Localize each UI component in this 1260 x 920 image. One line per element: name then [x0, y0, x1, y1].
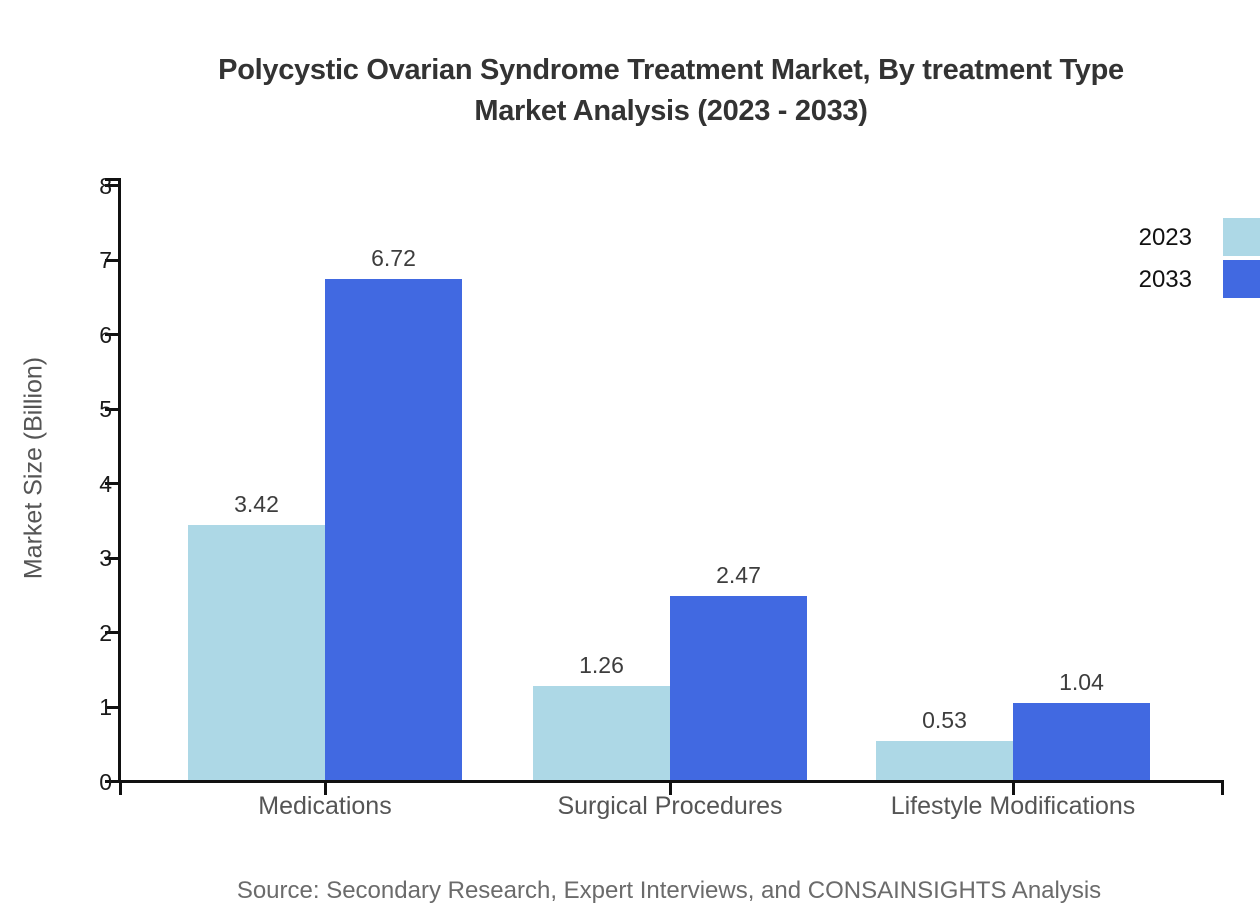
value-label: 6.72 — [371, 245, 416, 271]
legend-label-2023: 2023 — [1138, 224, 1192, 251]
y-tick — [105, 780, 118, 783]
y-tick-label: 0 — [99, 768, 112, 795]
chart-title-line1: Polycystic Ovarian Syndrome Treatment Ma… — [218, 54, 1124, 86]
legend-swatch-2033 — [1223, 260, 1260, 298]
chart-title-line2: Market Analysis (2023 - 2033) — [474, 95, 868, 127]
x-tick — [323, 780, 327, 795]
y-tick-label: 5 — [99, 396, 112, 422]
value-label: 0.53 — [922, 707, 967, 733]
bar-2023-0 — [188, 525, 325, 780]
y-tick — [105, 333, 118, 336]
bar-2033-0 — [325, 279, 462, 780]
bar-2033-2 — [1013, 703, 1150, 780]
y-tick — [105, 482, 118, 485]
y-tick-label: 6 — [99, 321, 112, 348]
value-label: 1.26 — [579, 652, 624, 678]
y-tick — [105, 184, 118, 187]
category-label: Lifestyle Modifications — [890, 792, 1136, 820]
bar-2033-1 — [670, 596, 807, 780]
y-tick — [105, 631, 118, 634]
y-tick — [105, 407, 118, 411]
chart-title: Polycystic Ovarian Syndrome Treatment Ma… — [218, 50, 1124, 132]
y-tick-label: 1 — [99, 694, 112, 720]
value-label: 2.47 — [716, 562, 761, 588]
value-label: 3.42 — [234, 491, 279, 517]
y-tick-label: 3 — [99, 545, 112, 571]
source-note: Source: Secondary Research, Expert Inter… — [236, 877, 1102, 904]
legend-label-2033: 2033 — [1138, 266, 1192, 293]
x-tick — [1220, 780, 1224, 795]
bar-2023-2 — [876, 741, 1013, 780]
y-tick — [105, 258, 118, 262]
y-tick-label: 2 — [99, 619, 112, 646]
y-tick-label: 4 — [99, 470, 112, 497]
x-tick — [118, 780, 122, 795]
y-tick — [105, 556, 118, 560]
bar-2023-1 — [533, 686, 670, 780]
value-label: 1.04 — [1059, 669, 1104, 695]
y-axis-line — [118, 178, 121, 783]
category-label: Medications — [258, 792, 392, 820]
category-label: Surgical Procedures — [557, 792, 783, 820]
y-tick — [105, 705, 118, 709]
y-tick-label: 7 — [99, 247, 112, 273]
y-tick-label: 8 — [99, 172, 112, 199]
x-tick — [1011, 780, 1015, 795]
legend-swatch-2023 — [1223, 218, 1260, 256]
x-tick — [668, 780, 672, 795]
y-axis-end-cap — [105, 178, 118, 181]
